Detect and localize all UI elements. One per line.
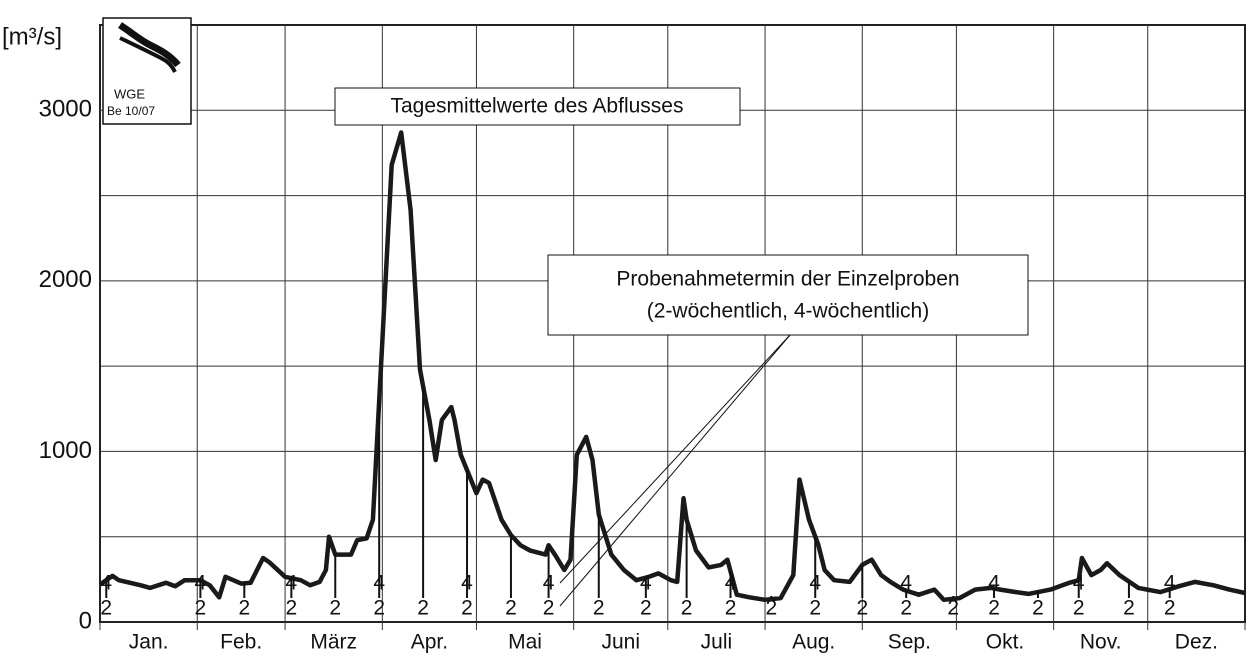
sample-label-4: 4: [195, 572, 207, 595]
sample-label-4: 4: [988, 572, 1000, 595]
sample-label-2: 2: [988, 597, 1000, 620]
chart-title: Tagesmittelwerte des Abflusses: [391, 95, 684, 118]
x-tick-label: März: [310, 631, 357, 654]
x-tick-label: Nov.: [1080, 631, 1122, 654]
sample-label-2: 2: [543, 597, 555, 620]
sample-label-4: 4: [461, 572, 473, 595]
x-tick-label: Mai: [508, 631, 542, 654]
sample-label-4: 4: [809, 572, 821, 595]
logo-text: WGE: [114, 86, 145, 101]
sample-label-2: 2: [1073, 597, 1085, 620]
sample-label-4: 4: [725, 572, 737, 595]
sample-label-2: 2: [286, 597, 298, 620]
sample-label-2: 2: [461, 597, 473, 620]
sample-label-4: 4: [543, 572, 555, 595]
sample-label-2: 2: [329, 597, 341, 620]
sample-label-2: 2: [809, 597, 821, 620]
sample-label-2: 2: [681, 597, 693, 620]
annotation-box: [547, 254, 1029, 336]
sample-label-2: 2: [1123, 597, 1135, 620]
sample-label-4: 4: [100, 572, 112, 595]
sample-label-2: 2: [373, 597, 385, 620]
x-tick-label: Juni: [601, 631, 640, 654]
logo: WGE Be 10/07: [102, 17, 192, 125]
sample-label-2: 2: [593, 597, 605, 620]
sample-label-2: 2: [725, 597, 737, 620]
y-axis-label: [m³/s]: [2, 23, 62, 50]
sample-label-2: 2: [195, 597, 207, 620]
sample-label-2: 2: [1164, 597, 1176, 620]
sample-label-2: 2: [765, 597, 777, 620]
x-tick-label: Jan.: [129, 631, 169, 654]
sample-label-2: 2: [1032, 597, 1044, 620]
x-tick-label: Aug.: [792, 631, 835, 654]
x-tick-label: Dez.: [1175, 631, 1218, 654]
logo-wave: [119, 36, 177, 73]
sample-label-4: 4: [900, 572, 912, 595]
x-tick-label: Feb.: [220, 631, 262, 654]
sample-label-2: 2: [856, 597, 868, 620]
sample-label-4: 4: [373, 572, 385, 595]
annotation: (2-wöchentlich, 4-wöchentlich): [647, 300, 929, 323]
sample-label-2: 2: [238, 597, 250, 620]
sample-label-4: 4: [1073, 572, 1085, 595]
x-tick-label: Sep.: [888, 631, 931, 654]
sample-label-4: 4: [1164, 572, 1176, 595]
x-tick-label: Okt.: [986, 631, 1025, 654]
y-tick-label: 2000: [39, 266, 92, 293]
y-tick-label: 3000: [39, 96, 92, 123]
annotation: Probenahmetermin der Einzelproben: [616, 268, 959, 291]
sample-label-2: 2: [100, 597, 112, 620]
sample-label-2: 2: [900, 597, 912, 620]
sample-label-2: 2: [417, 597, 429, 620]
sample-label-4: 4: [640, 572, 652, 595]
title-box: [334, 87, 741, 126]
y-tick-label: 1000: [39, 437, 92, 464]
logo-text: Be 10/07: [107, 104, 155, 118]
y-tick-label: 0: [79, 607, 92, 634]
discharge-line: [98, 130, 1246, 603]
sample-label-2: 2: [505, 597, 517, 620]
sample-label-2: 2: [640, 597, 652, 620]
sample-label-2: 2: [947, 597, 959, 620]
x-tick-label: Apr.: [411, 631, 448, 654]
logo-wave: [118, 22, 181, 68]
x-tick-label: Juli: [701, 631, 733, 654]
sample-label-4: 4: [286, 572, 298, 595]
